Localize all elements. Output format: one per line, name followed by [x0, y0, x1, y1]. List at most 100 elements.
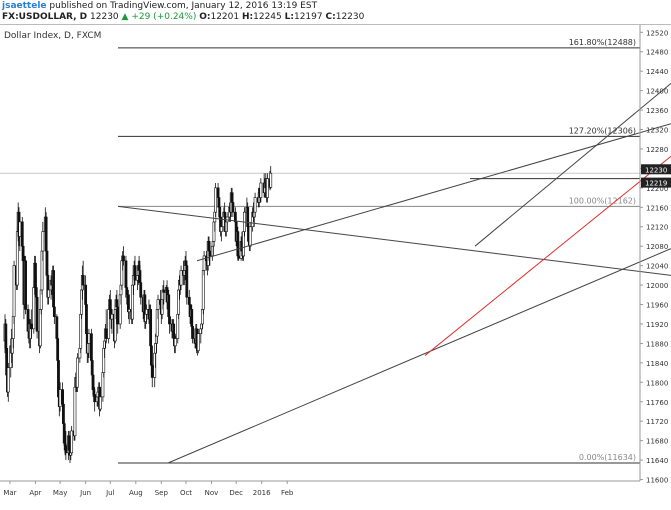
candle-body	[12, 265, 16, 317]
candle-body	[269, 172, 273, 188]
candle-body	[191, 326, 194, 339]
candle-body	[116, 306, 120, 325]
close-value: 12230	[335, 12, 365, 22]
candle-body	[52, 306, 56, 317]
candle-body	[122, 255, 125, 262]
candle-body	[173, 338, 177, 347]
candle-body	[73, 386, 77, 437]
y-tick-label: 11960	[646, 302, 668, 310]
y-tick-label: 12440	[646, 68, 668, 76]
candle-body	[35, 296, 39, 332]
y-tick-label: 12480	[646, 49, 668, 57]
y-tick-label: 12000	[646, 282, 668, 290]
last-price: 12230	[90, 12, 119, 22]
candle-body	[150, 345, 153, 366]
low-value: 12197	[293, 12, 323, 22]
candle-body	[145, 309, 148, 315]
y-tick-label: 11800	[646, 379, 668, 387]
candle-body	[93, 394, 97, 403]
x-tick-label: Jun	[79, 489, 91, 497]
candle-body	[248, 226, 252, 247]
candle-body	[259, 182, 263, 198]
candle-body	[266, 178, 269, 198]
candle-body	[253, 197, 257, 213]
price-tag-label: 12219	[645, 180, 667, 188]
x-tick-label: Jul	[105, 489, 115, 497]
candle-body	[56, 338, 60, 361]
candle-body	[89, 333, 93, 361]
candle-body	[214, 187, 218, 213]
change-value: ▲ +29 (+0.24%)	[121, 12, 197, 22]
x-tick-label: Dec	[229, 489, 243, 497]
price-tag-label: 12230	[645, 166, 667, 174]
high-label: H:	[241, 12, 254, 22]
candle-body	[81, 275, 85, 286]
author-link[interactable]: jsaettele	[2, 1, 47, 11]
price-chart[interactable]: 161.80%(12488) 127.20%(12306) 100.00%(1216…	[0, 24, 671, 505]
fib-level-label: 100.00%(12162)	[569, 196, 636, 205]
x-tick-label: Apr	[29, 489, 41, 497]
x-tick-label: Feb	[281, 489, 294, 497]
candle-body	[41, 231, 45, 252]
publish-line: jsaettele published on TradingView.com, …	[2, 1, 317, 12]
candle-body	[62, 403, 65, 424]
candle-body	[87, 333, 91, 344]
y-tick-label: 11880	[646, 340, 668, 348]
y-tick-label: 12520	[646, 29, 668, 37]
candle-body	[185, 265, 189, 298]
candle-body	[201, 270, 205, 310]
candle-body	[162, 289, 166, 293]
chart-header: jsaettele published on TradingView.com, …	[0, 0, 671, 24]
symbol-label: FX:USDOLLAR, D	[2, 12, 88, 22]
y-tick-label: 12080	[646, 243, 668, 251]
candle-body	[110, 313, 114, 320]
x-tick-label: Aug	[129, 489, 143, 497]
y-tick-label: 11600	[646, 477, 668, 485]
y-tick-label: 12320	[646, 127, 668, 135]
fib-level-label: 161.80%(12488)	[569, 38, 636, 47]
candle-body	[202, 255, 206, 271]
trendline-layer	[117, 82, 671, 464]
candle-body	[75, 357, 79, 388]
descending-trendline	[117, 205, 671, 276]
y-tick-label: 11840	[646, 360, 668, 368]
y-tick-label: 12400	[646, 88, 668, 96]
candle-body	[156, 299, 160, 310]
lower-channel-line	[167, 248, 671, 464]
candle-body	[237, 255, 241, 259]
candle-body	[127, 309, 131, 313]
candle-body	[58, 389, 62, 407]
y-tick-label: 11680	[646, 438, 668, 446]
close-label: C:	[325, 12, 336, 22]
candle-body	[6, 367, 10, 393]
candle-body	[38, 309, 42, 347]
steep-trendline	[474, 82, 671, 247]
open-label: O:	[199, 12, 211, 22]
y-tick-label: 12120	[646, 224, 668, 232]
y-tick-label: 12360	[646, 107, 668, 115]
open-value: 12201	[210, 12, 240, 22]
y-tick-label: 12200	[646, 185, 668, 193]
low-label: L:	[284, 12, 294, 22]
candle-body	[139, 282, 143, 298]
candle-body	[208, 250, 212, 257]
candle-body	[64, 445, 68, 454]
fib-layer: 161.80%(12488) 127.20%(12306) 100.00%(1216…	[0, 38, 640, 464]
price-tag-box	[641, 164, 671, 175]
candle-body	[168, 316, 171, 325]
high-value: 12245	[253, 12, 282, 22]
candle-body	[18, 221, 22, 237]
x-tick-label: May	[53, 489, 67, 497]
candle-body	[47, 289, 51, 298]
x-tick-label: Nov	[205, 489, 219, 497]
candle-body	[179, 270, 183, 286]
candle-body	[133, 265, 137, 281]
y-tick-label: 11640	[646, 457, 668, 465]
candle-body	[219, 226, 223, 232]
y-tick-label: 12160	[646, 204, 668, 212]
chart-canvas[interactable]: 161.80%(12488) 127.20%(12306) 100.00%(1216…	[0, 25, 671, 506]
candle-body	[99, 396, 102, 410]
chart-title: Dollar Index, D, FXCM	[4, 31, 101, 41]
x-tick-label: 2016	[253, 489, 271, 497]
x-tick-label: Mar	[3, 489, 16, 497]
